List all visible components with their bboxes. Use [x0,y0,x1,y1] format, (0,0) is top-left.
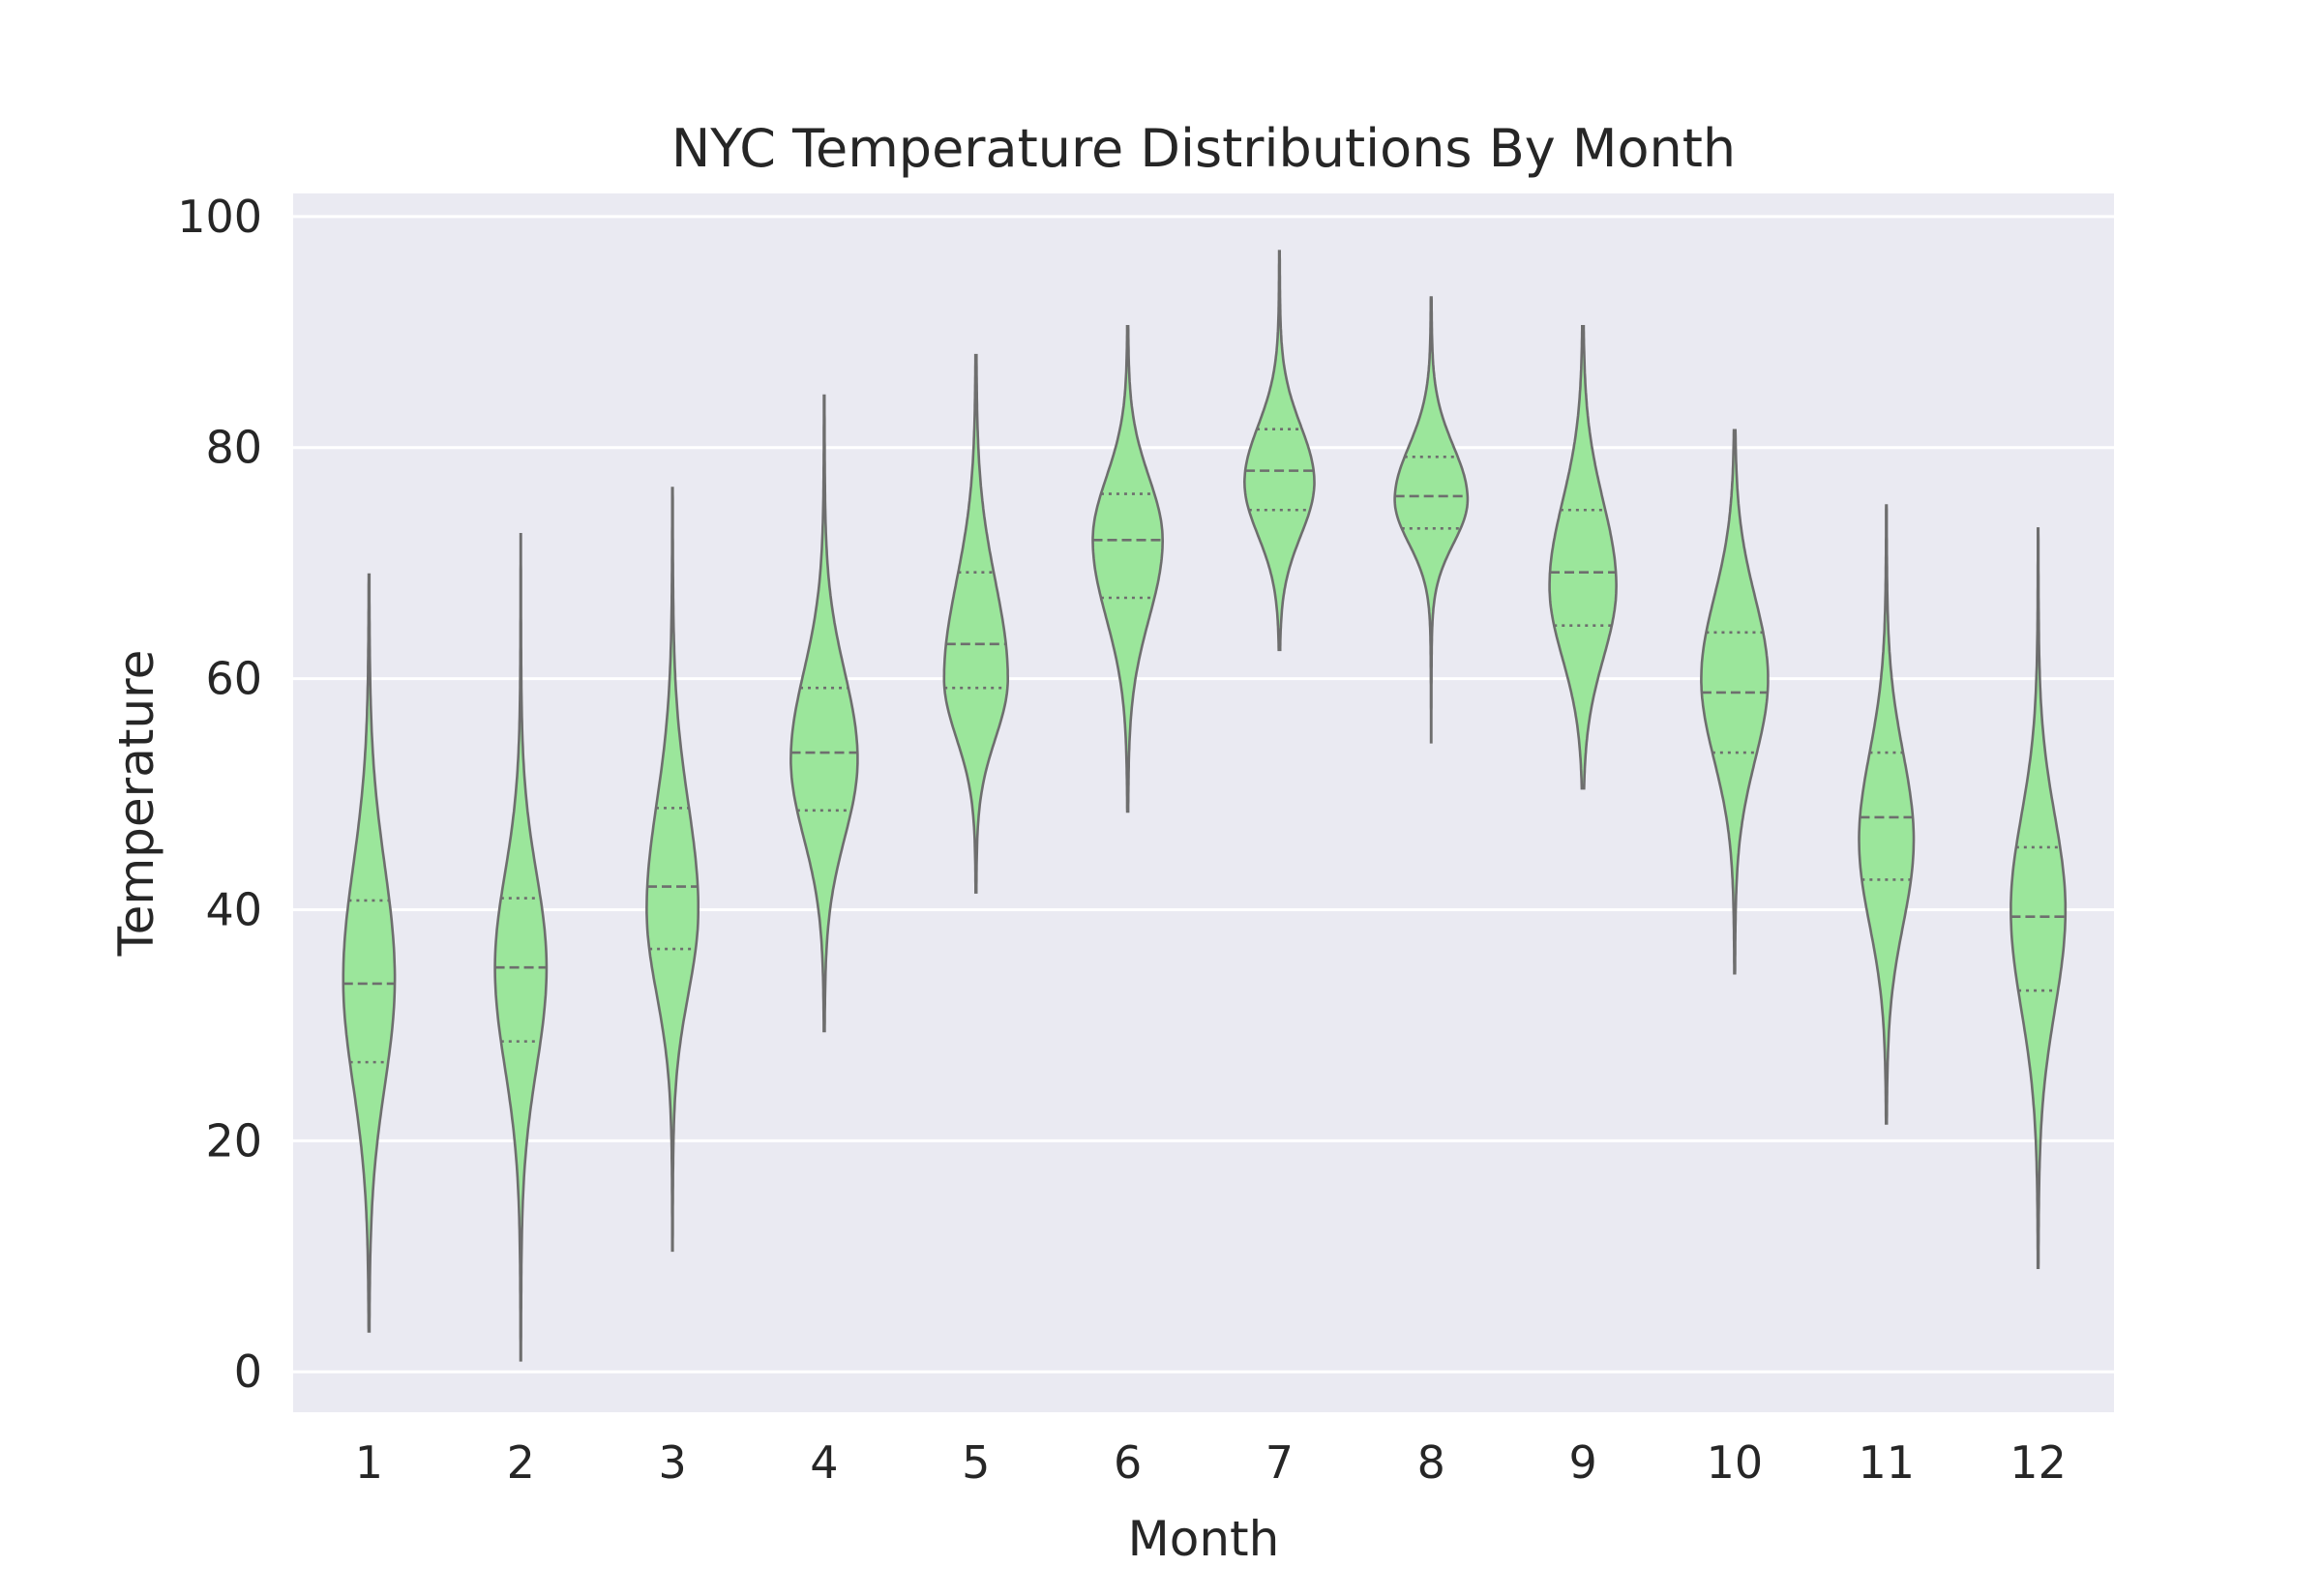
y-tick-label: 100 [177,191,262,243]
x-tick-label: 11 [1858,1436,1915,1489]
x-tick-label: 8 [1417,1436,1445,1489]
violin-month-3 [645,487,700,1253]
y-tick-labels: 0 20 40 60 80 100 [177,191,262,1398]
violins [342,250,2068,1362]
violin-month-8 [1393,296,1470,744]
y-tick-label: 20 [205,1114,262,1167]
x-tick-label: 9 [1568,1436,1596,1489]
chart-title: NYC Temperature Distributions By Month [671,118,1736,179]
y-tick-label: 0 [234,1345,262,1398]
y-tick-label: 40 [205,883,262,935]
x-tick-label: 4 [810,1436,838,1489]
x-tick-label: 12 [2009,1436,2067,1489]
violin-month-4 [789,394,859,1033]
x-tick-label: 10 [1707,1436,1764,1489]
violin-month-1 [342,573,397,1333]
x-tick-label: 6 [1114,1436,1142,1489]
x-tick-label: 5 [962,1436,990,1489]
x-tick-labels: 1 2 3 4 5 6 7 8 9 10 11 12 [355,1436,2067,1489]
x-tick-label: 1 [355,1436,383,1489]
y-axis-label: Temperature [108,650,164,958]
x-tick-label: 3 [658,1436,686,1489]
violin-month-7 [1242,250,1316,652]
violin-month-9 [1548,325,1618,790]
grid-lines [293,215,2114,1374]
violin-month-5 [942,353,1009,894]
violin-month-10 [1700,429,1770,975]
x-tick-label: 7 [1265,1436,1294,1489]
x-axis-label: Month [1128,1511,1280,1567]
y-tick-label: 60 [205,653,262,705]
violin-month-6 [1091,325,1165,813]
violin-month-11 [1858,504,1916,1125]
violin-month-2 [493,533,549,1362]
violin-month-12 [2009,527,2068,1269]
plot-background [293,193,2114,1412]
x-tick-label: 2 [507,1436,535,1489]
y-tick-label: 80 [205,422,262,474]
